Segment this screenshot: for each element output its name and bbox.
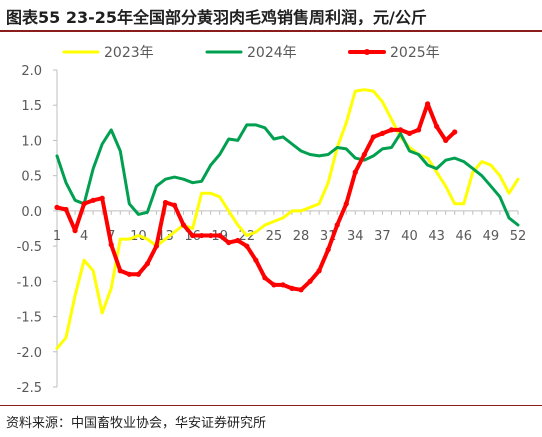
- data-point: [316, 268, 322, 274]
- data-point: [388, 127, 395, 133]
- data-point: [135, 271, 141, 277]
- y-tick-label: 0.5: [21, 170, 42, 185]
- data-point: [307, 278, 313, 284]
- x-tick-label: 1: [53, 229, 61, 244]
- data-point: [452, 129, 458, 135]
- data-point: [397, 127, 404, 133]
- data-point: [208, 232, 214, 239]
- data-point: [271, 282, 277, 288]
- data-point: [434, 123, 440, 129]
- x-tick-label: 43: [428, 229, 445, 244]
- data-point: [325, 247, 331, 253]
- data-point: [180, 222, 187, 228]
- data-point: [126, 271, 132, 277]
- series-line-1: [55, 88, 520, 350]
- data-point: [289, 285, 295, 291]
- y-tick-label: -2.0: [17, 346, 42, 361]
- data-point: [108, 242, 114, 248]
- y-tick-label: -0.5: [17, 240, 42, 255]
- data-point: [199, 232, 205, 239]
- y-tick-label: 1.5: [21, 99, 42, 114]
- data-point: [343, 201, 349, 207]
- x-tick-label: 46: [455, 229, 472, 244]
- x-tick-label: 25: [266, 229, 283, 244]
- y-tick-label: 1.0: [21, 134, 42, 149]
- data-point: [334, 222, 340, 228]
- x-tick-label: 52: [510, 229, 527, 244]
- data-point: [54, 204, 60, 210]
- source-note: 资料来源：中国畜牧业协会，华安证券研究所: [6, 416, 267, 431]
- data-point: [370, 134, 376, 140]
- x-tick-label: 4: [80, 229, 88, 244]
- chart-title: 图表55 23-25年全国部分黄羽肉毛鸡销售周利润，元/公斤: [6, 8, 427, 27]
- x-tick-label: 49: [483, 229, 500, 244]
- data-point: [153, 243, 160, 249]
- data-point: [425, 101, 431, 107]
- data-point: [162, 199, 169, 206]
- data-point: [406, 130, 413, 136]
- y-tick-label: -2.5: [17, 381, 42, 396]
- data-point: [189, 232, 196, 239]
- data-point: [217, 232, 223, 239]
- x-tick-label: 13: [157, 229, 174, 244]
- data-point: [244, 243, 250, 249]
- data-point: [90, 197, 96, 203]
- data-point: [235, 237, 241, 244]
- data-point: [171, 202, 178, 208]
- y-tick-label: 2.0: [21, 64, 42, 79]
- x-tick-label: 28: [293, 229, 310, 244]
- data-point: [415, 127, 422, 133]
- y-tick-label: -1.0: [17, 275, 42, 290]
- data-point: [298, 287, 304, 293]
- axis-layer: -2.5-2.0-1.5-1.0-0.50.00.51.01.52.01 4 7 10…: [17, 64, 527, 396]
- legend-marker: [364, 49, 370, 55]
- legend-label: 2023年: [104, 45, 154, 61]
- x-tick-label: 34: [347, 229, 364, 244]
- source-rule: [0, 405, 542, 406]
- data-point: [253, 257, 259, 263]
- data-point: [379, 130, 386, 136]
- data-point: [226, 239, 232, 246]
- series-layer: [54, 88, 520, 350]
- data-point: [443, 137, 449, 144]
- data-point: [81, 201, 87, 207]
- data-point: [144, 261, 150, 267]
- legend: 2023年 2024年 2025年: [62, 45, 440, 61]
- data-point: [72, 228, 78, 234]
- legend-label: 2025年: [390, 45, 440, 61]
- data-point: [99, 195, 105, 201]
- data-point: [63, 206, 69, 213]
- title-rule: [0, 30, 542, 32]
- y-tick-label: -1.5: [17, 311, 42, 326]
- x-tick-label: 40: [401, 229, 418, 244]
- data-point: [117, 268, 123, 274]
- data-point: [352, 169, 358, 175]
- data-point: [280, 282, 286, 288]
- series-line-2: [55, 123, 520, 227]
- data-point: [262, 275, 268, 281]
- x-tick-label: 37: [374, 229, 391, 244]
- y-tick-label: 0.0: [21, 205, 42, 220]
- legend-label: 2024年: [247, 45, 297, 61]
- data-point: [361, 151, 367, 158]
